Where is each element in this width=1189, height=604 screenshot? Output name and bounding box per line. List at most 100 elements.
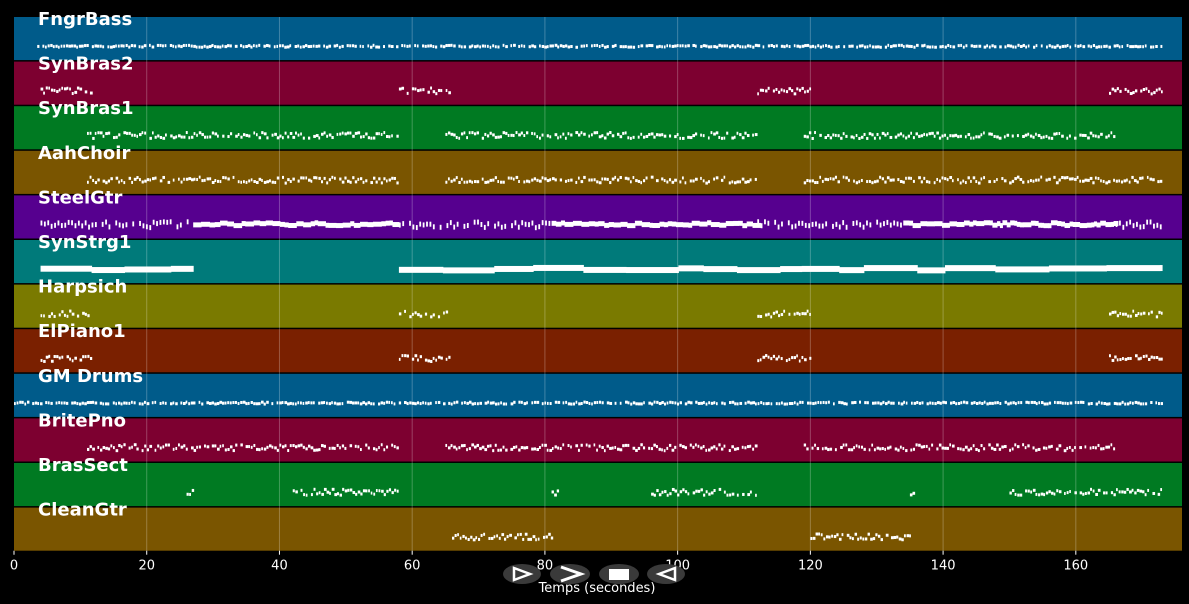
note-mark bbox=[253, 131, 256, 135]
note-mark bbox=[684, 446, 688, 450]
note-mark bbox=[889, 178, 893, 182]
note-mark bbox=[926, 221, 935, 227]
note-mark bbox=[710, 491, 714, 495]
note-mark bbox=[1074, 491, 1077, 495]
note-mark bbox=[794, 223, 797, 229]
note-mark bbox=[749, 444, 752, 448]
note-mark bbox=[138, 45, 141, 49]
note-mark bbox=[1118, 45, 1121, 49]
note-mark bbox=[92, 447, 95, 451]
note-mark bbox=[960, 401, 963, 405]
note-mark bbox=[793, 356, 797, 360]
note-mark bbox=[765, 313, 768, 317]
note-mark bbox=[424, 358, 428, 362]
note-mark bbox=[870, 537, 873, 541]
note-mark bbox=[973, 401, 976, 405]
note-mark bbox=[323, 487, 327, 491]
note-mark bbox=[266, 445, 269, 449]
note-mark bbox=[723, 444, 726, 448]
note-mark bbox=[177, 44, 181, 48]
triangle-right-outline-icon bbox=[512, 566, 534, 582]
note-mark bbox=[760, 401, 763, 405]
note-mark bbox=[858, 180, 861, 184]
prev-button[interactable] bbox=[503, 564, 541, 584]
note-mark bbox=[578, 402, 581, 406]
note-mark bbox=[427, 44, 430, 48]
note-mark bbox=[362, 135, 365, 139]
note-mark bbox=[1116, 87, 1119, 91]
note-mark bbox=[851, 537, 854, 541]
note-mark bbox=[211, 401, 215, 405]
note-mark bbox=[297, 133, 300, 137]
note-mark bbox=[533, 45, 537, 49]
note-mark bbox=[1079, 133, 1082, 137]
note-mark bbox=[1121, 45, 1124, 49]
note-mark bbox=[149, 444, 153, 448]
note-mark bbox=[793, 92, 797, 96]
note-mark bbox=[214, 45, 217, 49]
note-mark bbox=[14, 402, 16, 406]
note-mark bbox=[1097, 443, 1100, 447]
note-mark bbox=[726, 131, 729, 135]
note-mark bbox=[1126, 487, 1129, 491]
note-mark bbox=[783, 89, 786, 93]
note-mark bbox=[996, 443, 999, 447]
note-mark bbox=[443, 311, 445, 315]
note-mark bbox=[459, 536, 462, 540]
note-mark bbox=[611, 44, 615, 48]
note-mark bbox=[890, 401, 893, 405]
note-mark bbox=[896, 535, 899, 539]
note-mark bbox=[344, 489, 348, 493]
note-mark bbox=[487, 221, 490, 227]
note-mark bbox=[929, 45, 932, 49]
stop-button[interactable] bbox=[599, 564, 639, 584]
note-mark bbox=[424, 312, 428, 316]
note-mark bbox=[637, 179, 641, 183]
note-mark bbox=[692, 43, 696, 47]
note-mark bbox=[74, 356, 77, 360]
note-mark bbox=[885, 533, 889, 537]
note-mark bbox=[759, 314, 763, 318]
note-mark bbox=[1089, 446, 1092, 450]
note-mark bbox=[318, 44, 321, 48]
note-mark bbox=[650, 447, 654, 451]
note-mark bbox=[1109, 354, 1111, 358]
note-mark bbox=[1092, 44, 1096, 48]
note-mark bbox=[354, 131, 358, 135]
note-mark bbox=[616, 132, 620, 136]
note-mark bbox=[237, 402, 240, 406]
note-mark bbox=[66, 314, 69, 318]
next-button[interactable] bbox=[647, 564, 685, 584]
note-mark bbox=[808, 131, 812, 135]
note-mark bbox=[437, 88, 441, 92]
note-mark bbox=[310, 493, 313, 497]
note-mark bbox=[983, 447, 986, 451]
note-mark bbox=[388, 44, 391, 48]
note-mark bbox=[687, 44, 690, 48]
note-mark bbox=[217, 134, 219, 138]
note-mark bbox=[284, 181, 287, 185]
note-mark bbox=[352, 176, 355, 180]
note-mark bbox=[1135, 313, 1138, 317]
note-mark bbox=[614, 401, 617, 405]
note-mark bbox=[191, 488, 195, 492]
note-mark bbox=[641, 222, 651, 228]
note-mark bbox=[68, 44, 72, 48]
play-button[interactable] bbox=[550, 564, 590, 584]
note-mark bbox=[462, 534, 465, 538]
note-mark bbox=[746, 134, 750, 138]
note-mark bbox=[463, 401, 466, 405]
note-mark bbox=[839, 267, 865, 274]
note-mark bbox=[713, 177, 716, 181]
note-mark bbox=[230, 445, 233, 449]
note-mark bbox=[635, 402, 638, 406]
note-mark bbox=[815, 532, 819, 536]
note-mark bbox=[738, 220, 743, 226]
note-mark bbox=[409, 44, 411, 48]
note-mark bbox=[1029, 134, 1033, 138]
note-mark bbox=[258, 448, 261, 452]
note-mark bbox=[681, 176, 684, 180]
note-mark bbox=[157, 444, 160, 448]
note-mark bbox=[308, 444, 311, 448]
note-mark bbox=[747, 400, 750, 404]
